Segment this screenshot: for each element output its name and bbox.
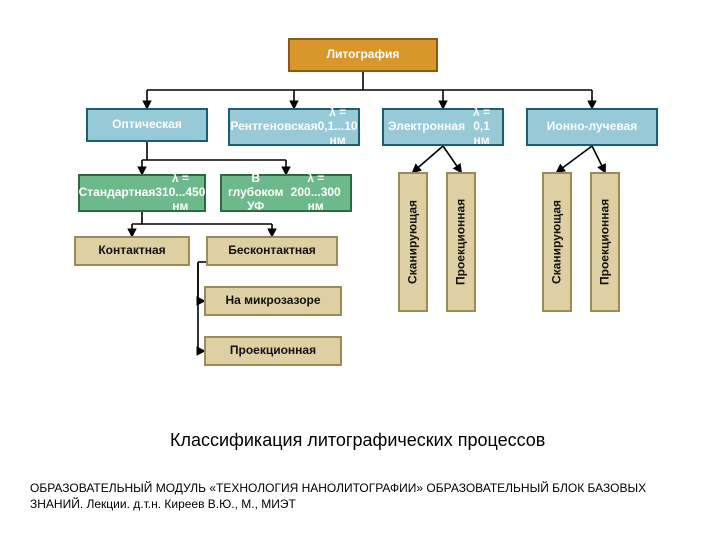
node-projection: Проекционная (204, 336, 342, 366)
node-i_scan: Сканирующая (542, 172, 572, 312)
node-opt: Оптическая (86, 108, 208, 142)
node-ion: Ионно-лучевая (526, 108, 658, 146)
node-xray: Рентгеновскаяλ = 0,1...10 нм (228, 108, 360, 146)
caption: Классификация литографических процессов (170, 430, 545, 451)
node-microgap: На микрозазоре (204, 286, 342, 316)
diagram-stage: Литография Оптическая Рентгеновскаяλ = 0,1… (0, 0, 720, 540)
node-std: Стандартнаяλ = 310...450 нм (78, 174, 206, 212)
node-i_proj: Проекционная (590, 172, 620, 312)
footer-text: ОБРАЗОВАТЕЛЬНЫЙ МОДУЛЬ «ТЕХНОЛОГИЯ НАНОЛ… (30, 480, 690, 512)
node-duv: В глубоком УФλ = 200...300 нм (220, 174, 352, 212)
node-e_proj: Проекционная (446, 172, 476, 312)
node-contact: Контактная (74, 236, 190, 266)
node-root: Литография (288, 38, 438, 72)
node-noncontact: Бесконтактная (206, 236, 338, 266)
node-e_scan: Сканирующая (398, 172, 428, 312)
node-ebeam: Электроннаяλ = 0,1 нм (382, 108, 504, 146)
